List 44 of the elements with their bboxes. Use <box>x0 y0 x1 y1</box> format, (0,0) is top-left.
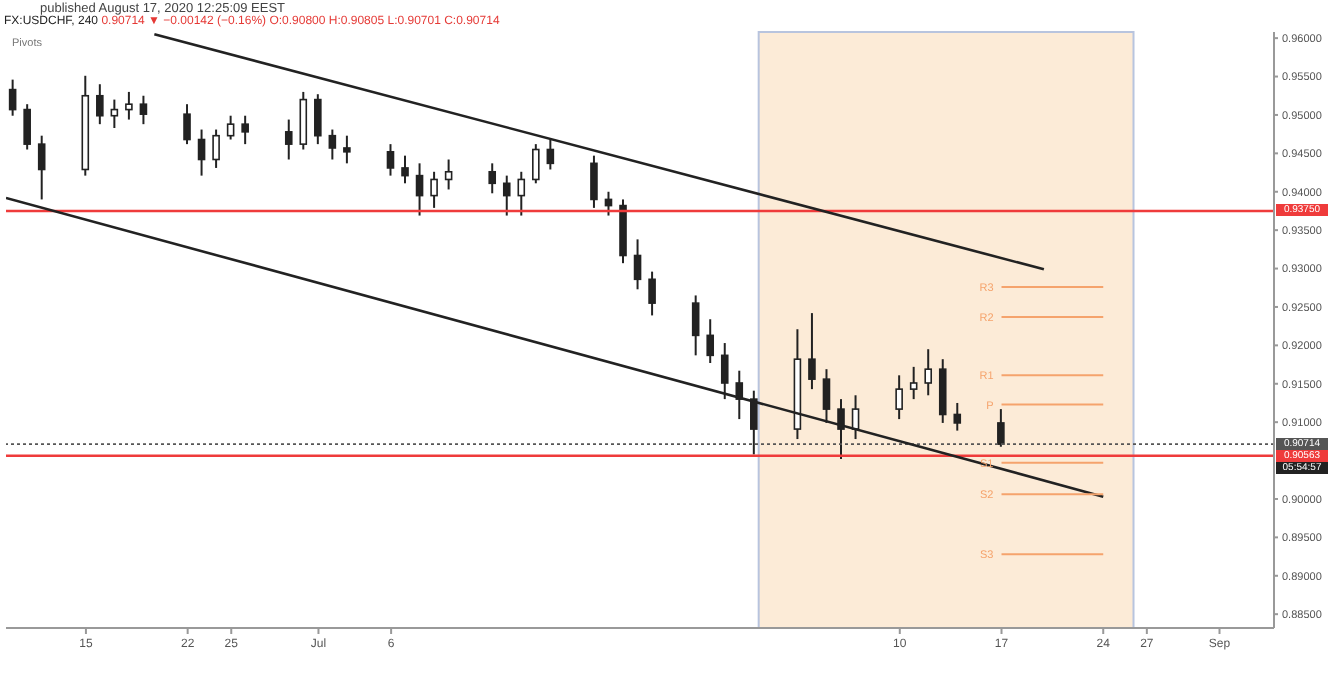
candlestick <box>488 162 497 195</box>
candlestick <box>546 138 555 171</box>
candlestick <box>808 312 816 391</box>
candlestick <box>125 90 133 121</box>
candlestick <box>924 348 933 397</box>
candlestick <box>8 78 17 117</box>
candlestick <box>284 118 293 161</box>
candlestick <box>837 398 845 461</box>
candlestick <box>590 154 598 209</box>
candlestick <box>401 154 409 185</box>
candlestick <box>183 103 191 146</box>
candlestick <box>386 143 395 177</box>
candlestick <box>532 143 540 185</box>
candlestick <box>706 318 715 365</box>
candlestick <box>720 342 729 401</box>
candlestick <box>226 114 235 141</box>
candlestick <box>110 98 119 130</box>
candlestick <box>938 358 947 424</box>
candlestick <box>633 238 642 291</box>
candlestick <box>735 369 744 421</box>
candlestick <box>997 408 1005 448</box>
candlestick <box>23 103 31 151</box>
candlestick <box>909 365 918 401</box>
candlestick <box>328 128 337 161</box>
candlestick <box>648 270 656 317</box>
candlestick <box>343 134 351 165</box>
candlestick <box>822 368 831 424</box>
candlestick <box>895 374 903 421</box>
candlestick <box>241 114 249 146</box>
candlestick <box>197 128 206 177</box>
candlestick <box>139 94 148 126</box>
candlestick <box>750 389 758 456</box>
candlestick <box>691 294 700 357</box>
candlestick <box>314 93 322 146</box>
candlestick <box>299 90 308 151</box>
candlestick <box>517 170 526 217</box>
candlestick <box>502 174 511 217</box>
candlestick <box>37 134 46 201</box>
candlestick <box>415 162 424 217</box>
candlestick <box>953 401 962 432</box>
candlestick <box>96 83 104 126</box>
candlestick <box>430 170 438 209</box>
candlestick <box>212 128 220 169</box>
candlestick <box>444 158 453 191</box>
